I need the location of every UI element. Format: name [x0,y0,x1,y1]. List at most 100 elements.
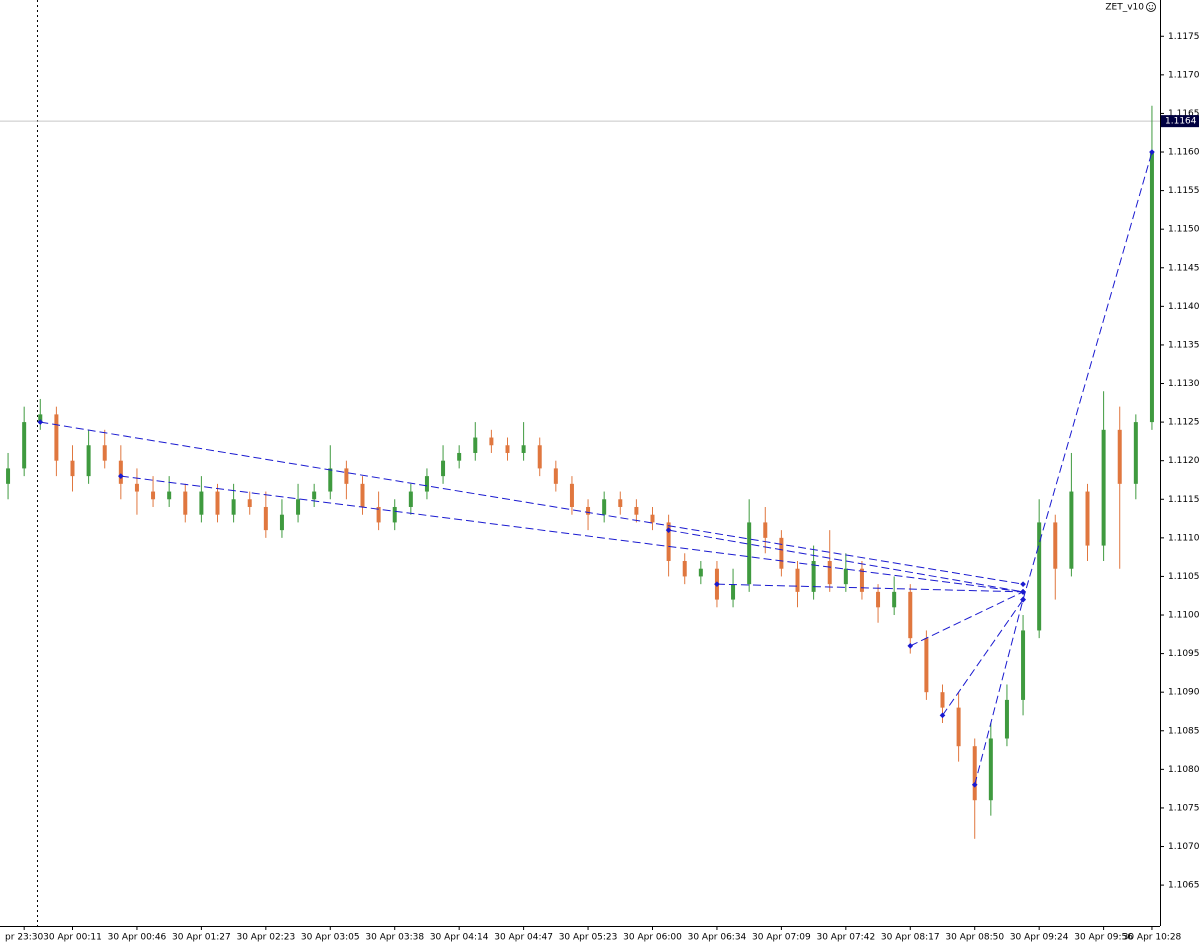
candle-body [344,468,349,484]
candle-body [424,476,429,492]
y-tick-label: 1.1130 [1168,379,1200,389]
candle-body [698,568,703,577]
candle-body [408,491,413,507]
overlay-point [971,781,978,788]
x-tick-label: 30 Apr 09:24 [1010,933,1069,943]
candle-body [473,437,478,453]
y-tick-label: 1.1160 [1168,148,1200,158]
candle-body [602,499,607,515]
candle-body [650,514,655,523]
candle-body [924,638,929,693]
candle-body [1085,491,1090,546]
x-tick-label: 30 Apr 08:50 [945,933,1004,943]
candle-body [134,483,139,492]
candle-body [70,460,75,477]
y-tick-label: 1.1125 [1168,418,1200,428]
overlay-point [1149,149,1155,155]
overlay-line [974,599,1024,785]
candle-body [1069,491,1074,569]
overlay-line [120,475,1024,593]
candle-body [553,468,558,484]
candle-body [360,483,365,507]
candle-body [505,445,510,453]
candle-body [1101,429,1106,546]
candle-body [22,422,27,469]
candle-body [843,568,848,585]
candle-body [328,468,333,492]
candle-body [908,591,913,639]
candle-body [296,499,301,515]
x-tick-label: 30 Apr 00:46 [108,933,167,943]
candle-body [489,437,494,446]
x-tick-label: 30 Apr 04:47 [494,933,553,943]
candle-body [827,561,832,585]
y-tick-label: 1.1175 [1168,32,1200,42]
candle-body [312,491,317,500]
overlay-line [1022,151,1153,600]
y-tick-label: 1.1110 [1168,533,1200,543]
y-tick-label: 1.1065 [1168,881,1200,891]
candle-body [795,568,800,592]
x-tick-label: 30 Apr 00:11 [43,933,102,943]
candle-body [569,483,574,507]
candle-body [634,506,639,515]
candle-body [1117,429,1122,484]
candle-body [167,491,172,500]
x-tick-label: 30 Apr 07:42 [816,933,875,943]
y-tick-label: 1.1105 [1168,572,1200,582]
smiley-icon [1146,2,1156,12]
candle-body [279,514,284,531]
candle-body [1149,152,1154,423]
candle-body [988,738,993,801]
y-tick-label: 1.1120 [1168,456,1200,466]
x-tick-label: pr 23:30 [5,933,43,943]
candle-body [747,522,752,585]
overlay-point [939,712,946,719]
x-tick-label: 30 Apr 09:56 [1074,933,1133,943]
candle-body [682,561,687,577]
x-tick-label: 30 Apr 07:09 [752,933,811,943]
y-tick-label: 1.1100 [1168,611,1200,621]
y-tick-label: 1.1070 [1168,842,1200,852]
candle-body [151,491,156,500]
candle-body [1133,422,1138,484]
y-tick-label: 1.1140 [1168,302,1200,312]
overlay-line [910,591,1024,647]
x-tick-label: 30 Apr 05:23 [559,933,618,943]
overlay-point [665,527,672,533]
y-tick-label: 1.1080 [1168,765,1200,775]
x-tick-label: 30 Apr 01:27 [172,933,231,943]
x-tick-label: 30 Apr 04:14 [430,933,489,943]
candle-body [731,584,736,600]
x-tick-label: 30 Apr 08:17 [881,933,940,943]
y-tick-label: 1.1170 [1168,70,1200,80]
x-tick-label: 30 Apr 06:34 [688,933,747,943]
candle-body [215,491,220,515]
candle-body [6,468,11,484]
overlay-line [40,421,1024,585]
x-tick-label: 30 Apr 03:38 [365,933,424,943]
candle-body [956,707,961,747]
candle-body [892,591,897,608]
overlay-point [907,643,914,649]
y-tick-label: 1.1135 [1168,340,1200,350]
candle-body [859,568,864,592]
y-tick-label: 1.1150 [1168,225,1200,235]
candle-body [263,506,268,531]
candle-body [940,692,945,708]
candle-body [392,506,397,523]
candle-body [586,506,591,515]
candle-body [1037,522,1042,631]
candle-body [811,561,816,592]
overlay-point [1020,596,1026,603]
overlay-point [714,581,720,587]
candle-body [231,499,236,515]
candle-body [521,445,526,453]
y-tick-label: 1.1090 [1168,688,1200,698]
current-price-box [1161,115,1199,128]
overlay-line [716,583,1024,593]
overlay-point [1020,581,1026,587]
